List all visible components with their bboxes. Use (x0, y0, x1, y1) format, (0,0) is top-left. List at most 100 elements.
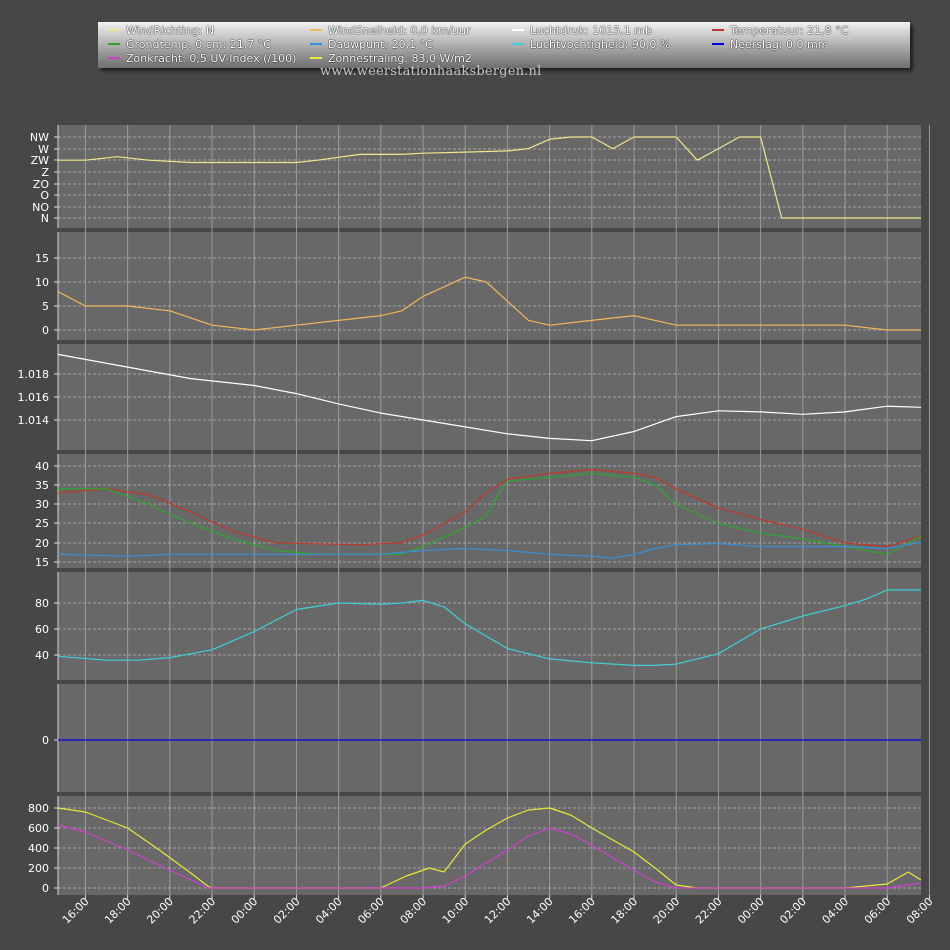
y-tick-label: 80 (35, 597, 49, 610)
legend-label: Grondtemp. 0 cm: 21,7 °C (126, 38, 271, 51)
x-tick-label: 00:00 (735, 895, 767, 927)
x-tick-label: 02:00 (777, 895, 809, 927)
panel-backgrounds (58, 125, 921, 895)
y-tick-label: N (41, 212, 49, 225)
x-tick-label: 08:00 (398, 895, 430, 927)
legend-item: Luchtdruk: 1015,1 mb (512, 24, 652, 38)
x-tick-label: 16:00 (566, 895, 598, 927)
y-tick-label: NW (30, 131, 49, 144)
series-line-wind-direction-0 (58, 136, 921, 219)
y-tick-label: 30 (35, 498, 49, 511)
y-tick-label: W (38, 143, 49, 156)
y-tick-label: 1.016 (18, 391, 50, 404)
chart-legend: WindRichting: N WindSnelheid: 0,0 km/uur L… (98, 22, 910, 68)
series-line-humidity-6 (57, 589, 921, 667)
x-tick-label: 08:00 (904, 895, 936, 927)
legend-label: Luchtvochtigheid: 90,0 % (530, 38, 671, 51)
y-tick-label: 800 (28, 802, 49, 815)
legend-label: WindRichting: N (126, 24, 215, 37)
legend-item: Grondtemp. 0 cm: 21,7 °C (108, 38, 271, 52)
x-tick-label: 04:00 (820, 895, 852, 927)
y-tick-label: ZO (33, 178, 50, 191)
chart-series (57, 136, 922, 889)
legend-swatch-icon (310, 43, 322, 45)
y-tick-label: 0 (42, 324, 49, 337)
x-tick-label: 18:00 (609, 895, 641, 927)
x-tick-label: 10:00 (440, 895, 472, 927)
y-tick-label: 0 (42, 882, 49, 895)
legend-item: Temperatuur: 21,8 °C (712, 24, 848, 38)
legend-swatch-icon (108, 29, 120, 31)
x-tick-label: 00:00 (229, 895, 261, 927)
y-tick-label: 15 (35, 252, 49, 265)
panel-precipitation-background (58, 684, 921, 792)
x-tick-label: 06:00 (355, 895, 387, 927)
y-tick-label: 1.018 (18, 368, 50, 381)
legend-label: Zonnestraling: 83,0 W/m2 (328, 52, 472, 65)
y-tick-label: 10 (35, 276, 49, 289)
y-tick-label: Z (41, 166, 49, 179)
series-line-temperatures-3 (57, 469, 922, 548)
x-tick-label: 22:00 (187, 895, 219, 927)
y-tick-label: ZW (31, 154, 50, 167)
y-tick-label: 40 (35, 460, 49, 473)
panel-radiation-background (58, 796, 921, 895)
x-tick-label: 04:00 (313, 895, 345, 927)
legend-swatch-icon (310, 57, 322, 59)
y-tick-label: 5 (42, 300, 49, 313)
panel-wind-direction-background (58, 125, 921, 228)
y-tick-label: 200 (28, 862, 49, 875)
y-tick-label: 20 (35, 537, 49, 550)
legend-swatch-icon (108, 57, 120, 59)
y-tick-label: 400 (28, 842, 49, 855)
x-tick-labels: 16:00 18:00 20:00 22:00 00:00 02:00 04:00 06:00… (60, 895, 936, 927)
y-tick-label: 15 (35, 556, 49, 569)
legend-item: Zonnestraling: 83,0 W/m2 (310, 52, 472, 66)
x-tick-label: 20:00 (144, 895, 176, 927)
legend-swatch-icon (310, 29, 322, 31)
series-line-pressure-2 (57, 353, 922, 442)
series-line-wind-speed-1 (57, 276, 921, 331)
x-tick-label: 22:00 (693, 895, 725, 927)
x-tick-label: 06:00 (862, 895, 894, 927)
legend-item: Zonkracht: 0,5 UV-Index (/100) (108, 52, 296, 66)
legend-swatch-icon (712, 43, 724, 45)
x-tick-label: 20:00 (651, 895, 683, 927)
legend-label: Temperatuur: 21,8 °C (730, 24, 849, 37)
legend-swatch-icon (512, 29, 524, 31)
legend-item: Neerslag: 0,0 mm (712, 38, 828, 52)
panel-humidity-background (58, 572, 921, 680)
x-tick-label: 16:00 (60, 895, 92, 927)
chart-gridlines (54, 125, 930, 899)
series-line-temperatures-4 (58, 472, 922, 555)
y-tick-label: 0 (42, 734, 49, 747)
y-tick-label: 35 (35, 479, 49, 492)
y-tick-label: 1.014 (18, 414, 50, 427)
legend-swatch-icon (512, 43, 524, 45)
x-tick-label: 14:00 (524, 895, 556, 927)
y-tick-label: O (40, 189, 49, 202)
series-line-temperatures-5 (57, 541, 922, 559)
legend-item: Dauwpunt: 20,1 °C (310, 38, 433, 52)
legend-label: Zonkracht: 0,5 UV-Index (/100) (126, 52, 297, 65)
x-tick-label: 02:00 (271, 895, 303, 927)
legend-label: Dauwpunt: 20,1 °C (328, 38, 433, 51)
site-watermark: www.weerstationhaaksbergen.nl (320, 64, 542, 79)
y-tick-label: 40 (35, 649, 49, 662)
x-tick-label: 18:00 (102, 895, 134, 927)
series-line-radiation-8 (57, 824, 922, 889)
x-tick-label: 12:00 (482, 895, 514, 927)
legend-label: Luchtdruk: 1015,1 mb (530, 24, 652, 37)
y-tick-label: 600 (28, 822, 49, 835)
legend-label: Neerslag: 0,0 mm (730, 38, 829, 51)
y-tick-label: NO (32, 201, 49, 214)
y-tick-label: 60 (35, 623, 49, 636)
panel-wind-speed-background (58, 232, 921, 340)
legend-swatch-icon (712, 29, 724, 31)
legend-item: Luchtvochtigheid: 90,0 % (512, 38, 670, 52)
y-tick-label: 25 (35, 517, 49, 530)
legend-item: WindSnelheid: 0,0 km/uur (310, 24, 471, 38)
legend-label: WindSnelheid: 0,0 km/uur (328, 24, 471, 37)
